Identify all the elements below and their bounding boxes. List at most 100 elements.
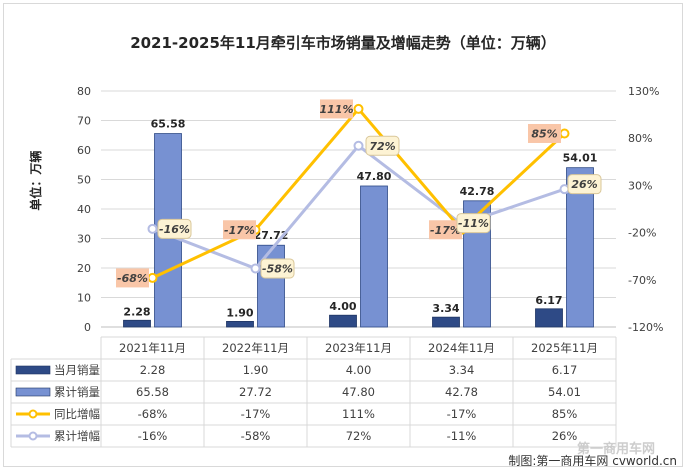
- yoy-growth-label: 85%: [531, 127, 557, 140]
- bar-monthly: [329, 314, 357, 328]
- table-cell: -17%: [241, 407, 271, 421]
- cumulative-growth-point: [353, 140, 364, 151]
- y-tick-label: 0: [84, 321, 91, 334]
- y-axis-label: 单位：万辆: [28, 151, 43, 211]
- table-cell: 85%: [552, 407, 578, 421]
- table-cell: -17%: [447, 407, 477, 421]
- legend-marker: [28, 431, 38, 441]
- x-tick-label: 2024年11月: [428, 341, 495, 355]
- data-table: 2021年11月 2022年11月 2023年11月 2024年11月 2025年11月…: [10, 336, 617, 448]
- table-cell: 54.01: [548, 385, 581, 399]
- table-cell: 72%: [346, 429, 372, 443]
- table-cell: 2.28: [140, 363, 166, 377]
- table-cell: 27.72: [239, 385, 272, 399]
- bar-cumulative: [257, 244, 285, 328]
- x-tick-label: 2025年11月: [531, 341, 598, 355]
- table-cell: 6.17: [552, 363, 578, 377]
- table-cell: -16%: [138, 429, 168, 443]
- cumulative-growth-label: -58%: [262, 262, 293, 275]
- legend-marker: [28, 409, 38, 419]
- yoy-growth-box: [223, 220, 256, 240]
- y2-tick-label: -70%: [628, 274, 656, 287]
- table-cell: -68%: [138, 407, 168, 421]
- y-tick-label: 80: [77, 85, 91, 98]
- watermark: 第一商用车网 制图:第一商用车网 cvworld.cn: [508, 441, 677, 466]
- bar-monthly: [226, 320, 254, 328]
- chart-title: 2021-2025年11月牵引车市场销量及增幅走势（单位：万辆）: [130, 34, 556, 52]
- cumulative-growth-box: [456, 213, 491, 234]
- table-cell: 42.78: [445, 385, 478, 399]
- bar-cumulative-label: 54.01: [563, 152, 598, 165]
- cumulative-growth-box: [567, 174, 602, 195]
- lines: -68% -17% 111% -17% 85% -16% -58% 72% -11% 26%: [116, 99, 602, 288]
- legend-label: 当月销量: [54, 363, 100, 377]
- bar-monthly: [123, 319, 151, 328]
- bar-monthly: [432, 316, 460, 328]
- y-tick-label: 30: [77, 233, 91, 246]
- watermark-bottom: 制图:第一商用车网 cvworld.cn: [508, 453, 677, 466]
- yoy-growth-label: 111%: [320, 103, 354, 116]
- y-tick-label: 10: [77, 292, 91, 305]
- cumulative-growth-label: 72%: [369, 140, 395, 153]
- table-cell: 3.34: [449, 363, 475, 377]
- legend-label: 同比增幅: [54, 407, 100, 421]
- bar-monthly: [535, 308, 563, 328]
- yoy-growth-label: -17%: [430, 224, 461, 237]
- legend-swatch: [15, 365, 51, 375]
- cumulative-growth-box: [365, 135, 400, 156]
- yoy-growth-point: [147, 272, 158, 283]
- yoy-growth-label: -17%: [224, 224, 255, 237]
- chart-frame: 2021-2025年11月牵引车市场销量及增幅走势（单位：万辆） 0 10 20 30…: [3, 3, 683, 467]
- bar-monthly-label: 3.34: [432, 302, 459, 315]
- y2-tick-label: -20%: [628, 227, 656, 240]
- axes: 0 10 20 30 40 50 60 70 80 -120% -70% -20% 30% 80% 130%…: [28, 85, 663, 334]
- cumulative-growth-point: [559, 184, 570, 195]
- bar-cumulative-label: 65.58: [151, 118, 186, 131]
- y-tick-label: 60: [77, 144, 91, 157]
- bar-monthly-label: 1.90: [226, 306, 253, 319]
- table-cell: -58%: [241, 429, 271, 443]
- yoy-growth-box: [116, 268, 149, 288]
- cumulative-growth-label: 26%: [571, 178, 597, 191]
- x-tick-label: 2021年11月: [119, 341, 186, 355]
- yoy-growth-box: [429, 220, 462, 240]
- bar-monthly-label: 6.17: [535, 294, 562, 307]
- bar-cumulative-label: 42.78: [460, 185, 495, 198]
- y2-tick-label: -120%: [628, 321, 663, 334]
- bars: 2.2865.581.9027.724.0047.803.3442.786.17…: [123, 118, 598, 328]
- table-cell: 1.90: [243, 363, 269, 377]
- watermark-top: 第一商用车网: [577, 441, 655, 457]
- y-tick-label: 70: [77, 115, 91, 128]
- legend-swatch: [15, 387, 51, 397]
- legend-label: 累计销量: [54, 385, 100, 399]
- table-cell: 47.80: [342, 385, 375, 399]
- cumulative-growth-box: [157, 218, 192, 239]
- cumulative-growth-point: [147, 223, 158, 234]
- bar-monthly-label: 2.28: [123, 305, 150, 318]
- y-tick-label: 20: [77, 262, 91, 275]
- cumulative-growth-box: [260, 258, 295, 279]
- x-tick-label: 2022年11月: [222, 341, 289, 355]
- table-cell: 111%: [342, 407, 375, 421]
- yoy-growth-box: [320, 99, 353, 119]
- table-cell: -11%: [447, 429, 477, 443]
- cumulative-growth-label: -16%: [159, 223, 190, 236]
- legend-label: 累计增幅: [54, 429, 100, 443]
- bar-cumulative: [566, 167, 594, 328]
- table-cell: 65.58: [136, 385, 169, 399]
- bar-monthly-label: 4.00: [329, 300, 356, 313]
- yoy-growth-box: [528, 123, 561, 143]
- yoy-growth-label: -68%: [117, 272, 148, 285]
- yoy-growth-point: [353, 103, 364, 114]
- bar-cumulative-label: 47.80: [357, 170, 392, 183]
- cumulative-growth-label: -11%: [458, 217, 489, 230]
- y2-tick-label: 80%: [628, 132, 652, 145]
- yoy-growth-point: [559, 128, 570, 139]
- y-tick-label: 50: [77, 174, 91, 187]
- y2-tick-label: 130%: [628, 85, 659, 98]
- chart: 2021-2025年11月牵引车市场销量及增幅走势（单位：万辆） 0 10 20 30…: [10, 34, 677, 466]
- x-tick-label: 2023年11月: [325, 341, 392, 355]
- table-cell: 4.00: [346, 363, 372, 377]
- cumulative-growth-point: [250, 263, 261, 274]
- y2-tick-label: 30%: [628, 179, 652, 192]
